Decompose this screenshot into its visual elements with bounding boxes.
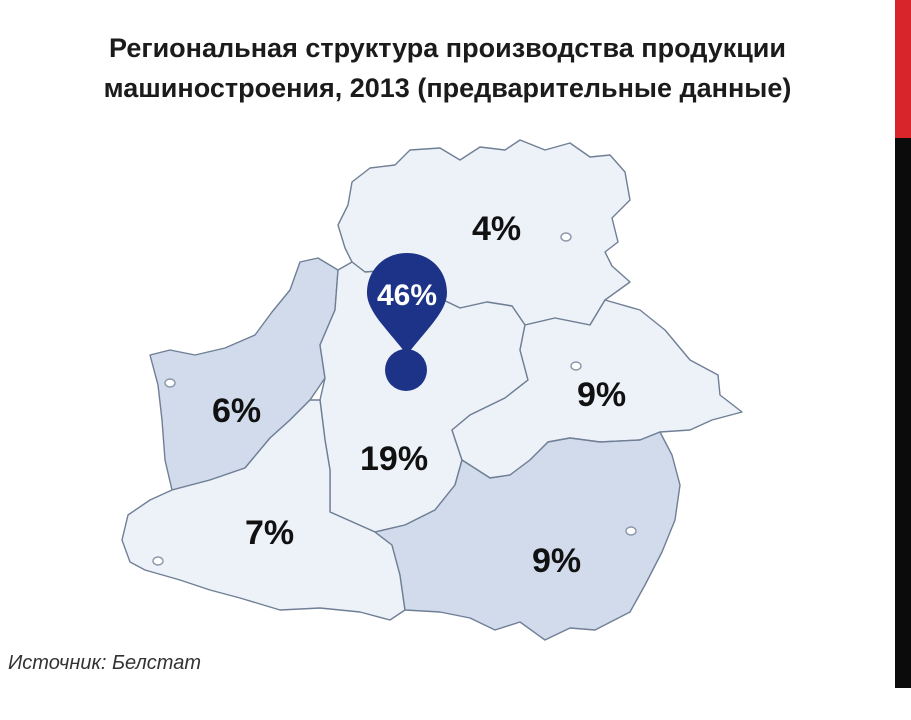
region-label-minsk: 19%: [360, 440, 428, 478]
city-marker-grodno: [164, 378, 176, 388]
region-label-mogilev: 9%: [577, 376, 626, 414]
source-note: Источник: Белстат: [8, 652, 201, 674]
minsk-city-label: 46%: [377, 279, 437, 312]
map-pin-icon: [367, 253, 447, 355]
minsk-city-dot: [385, 349, 427, 391]
region-label-vitebsk: 4%: [472, 210, 521, 248]
side-dark-bar: [895, 138, 911, 720]
title-line-2: машиностроения, 2013 (предварительные да…: [103, 73, 792, 103]
side-bar-gap: [895, 688, 911, 720]
side-accent-bar: [895, 0, 911, 138]
city-marker-vitebsk: [560, 232, 572, 242]
region-label-brest: 7%: [245, 514, 294, 552]
region-label-gomel: 9%: [532, 542, 581, 580]
title-line-1: Региональная структура производства прод…: [108, 33, 787, 63]
region-label-grodno: 6%: [212, 392, 261, 430]
city-marker-mogilev: [570, 361, 582, 371]
map-title: Региональная структура производства прод…: [0, 28, 895, 108]
city-marker-gomel: [625, 526, 637, 536]
region-gomel: [374, 431, 681, 641]
minsk-city-pin: 46%: [367, 253, 447, 391]
city-marker-brest: [152, 556, 164, 566]
